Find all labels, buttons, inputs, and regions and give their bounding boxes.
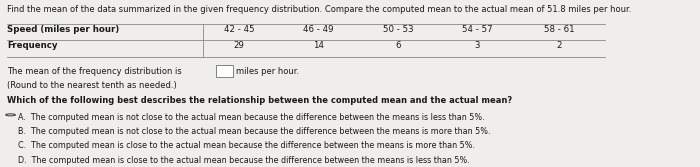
Text: 14: 14 bbox=[313, 41, 324, 50]
Text: 42 - 45: 42 - 45 bbox=[224, 25, 255, 34]
Text: D.  The computed mean is close to the actual mean because the difference between: D. The computed mean is close to the act… bbox=[18, 156, 470, 165]
Text: C.  The computed mean is close to the actual mean because the difference between: C. The computed mean is close to the act… bbox=[18, 141, 475, 150]
Text: 58 - 61: 58 - 61 bbox=[544, 25, 575, 34]
Text: (Round to the nearest tenth as needed.): (Round to the nearest tenth as needed.) bbox=[8, 81, 177, 90]
Text: Find the mean of the data summarized in the given frequency distribution. Compar: Find the mean of the data summarized in … bbox=[8, 5, 632, 14]
Text: 3: 3 bbox=[475, 41, 480, 50]
Text: 46 - 49: 46 - 49 bbox=[303, 25, 334, 34]
Text: A.  The computed mean is not close to the actual mean because the difference bet: A. The computed mean is not close to the… bbox=[18, 113, 485, 122]
Text: 54 - 57: 54 - 57 bbox=[462, 25, 492, 34]
Text: Frequency: Frequency bbox=[8, 41, 58, 50]
Text: B.  The computed mean is not close to the actual mean because the difference bet: B. The computed mean is not close to the… bbox=[18, 127, 491, 136]
Text: 2: 2 bbox=[556, 41, 562, 50]
Text: 6: 6 bbox=[395, 41, 400, 50]
Text: The mean of the frequency distribution is: The mean of the frequency distribution i… bbox=[8, 67, 182, 76]
Text: 50 - 53: 50 - 53 bbox=[382, 25, 413, 34]
Text: 29: 29 bbox=[234, 41, 245, 50]
Text: miles per hour.: miles per hour. bbox=[236, 67, 300, 76]
FancyBboxPatch shape bbox=[216, 65, 233, 77]
Text: Speed (miles per hour): Speed (miles per hour) bbox=[8, 25, 120, 34]
Text: Which of the following best describes the relationship between the computed mean: Which of the following best describes th… bbox=[8, 96, 512, 105]
